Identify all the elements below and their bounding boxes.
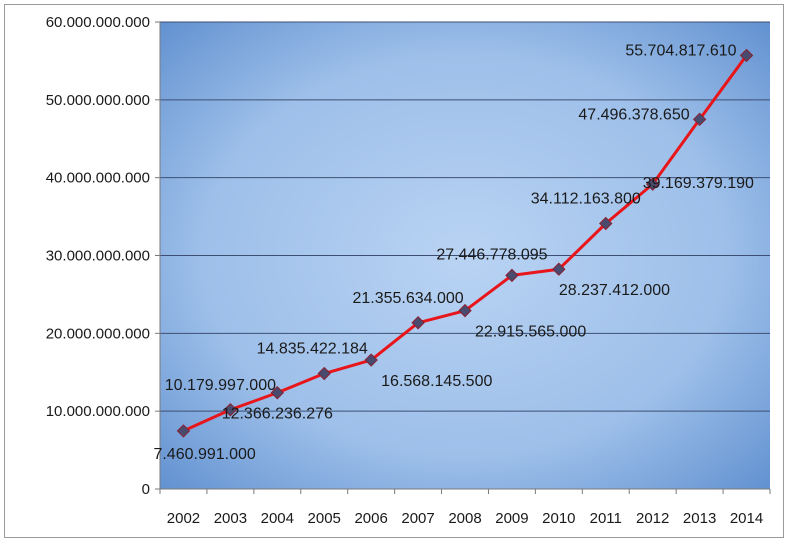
gridlines (160, 21, 770, 412)
x-tick-label: 2005 (308, 510, 341, 527)
x-tick-label: 2014 (730, 510, 763, 527)
y-tick-label: 30.000.000.000 (46, 248, 150, 265)
axes (155, 21, 771, 494)
data-label-2007: 21.355.634.000 (352, 290, 463, 307)
x-tick-label: 2012 (636, 510, 669, 527)
data-label-2002: 7.460.991.000 (153, 446, 255, 463)
x-tick-labels: 2002 2003 2004 2005 2006 2007 2008 2009 2010 2011… (167, 510, 763, 527)
data-point-2005 (317, 366, 331, 381)
data-label-2010: 28.237.412.000 (559, 282, 670, 299)
data-labels: 7.460.991.000 10.179.997.000 12.366.236.27… (153, 42, 754, 462)
data-point-2009 (505, 268, 519, 283)
x-tick-label: 2010 (542, 510, 575, 527)
y-tick-label: 40.000.000.000 (46, 170, 150, 187)
x-tick-label: 2011 (590, 510, 622, 527)
data-label-2008: 22.915.565.000 (475, 324, 586, 341)
data-label-2013: 47.496.378.650 (578, 106, 689, 123)
y-tick-label: 50.000.000.000 (46, 92, 150, 109)
data-point-2007 (411, 316, 425, 330)
data-point-2008 (458, 303, 472, 318)
y-tick-label: 0 (142, 481, 150, 498)
data-label-2004: 12.366.236.276 (222, 406, 333, 423)
data-label-2006: 16.568.145.500 (381, 373, 492, 390)
data-label-2009: 27.446.778.095 (436, 246, 547, 263)
data-point-2002 (176, 424, 191, 438)
x-tick-label: 2004 (261, 510, 294, 527)
data-point-2010 (552, 262, 566, 276)
series-markers (176, 48, 754, 438)
x-tick-label: 2009 (495, 510, 528, 527)
y-tick-label: 60.000.000.000 (46, 14, 150, 31)
data-label-2011: 34.112.163.800 (531, 190, 641, 207)
data-point-2004 (270, 386, 285, 400)
x-tick-label: 2008 (448, 510, 481, 527)
data-point-2006 (364, 353, 378, 367)
y-tick-labels: 0 10.000.000.000 20.000.000.000 30.000.000.… (46, 14, 150, 498)
data-point-2013 (692, 112, 707, 127)
x-tick-label: 2002 (167, 510, 200, 527)
y-tick-label: 20.000.000.000 (46, 325, 150, 342)
data-point-2012 (645, 177, 660, 191)
data-label-2005: 14.835.422.184 (257, 341, 368, 358)
data-label-2014: 55.704.817.610 (625, 42, 736, 59)
y-tick-label: 10.000.000.000 (46, 403, 150, 420)
data-point-2011 (599, 216, 613, 231)
data-label-2003: 10.179.997.000 (165, 377, 276, 394)
data-point-2014 (739, 48, 754, 63)
data-point-2003 (223, 403, 238, 417)
x-tick-label: 2006 (354, 510, 387, 527)
data-label-2012: 39.169.379.190 (643, 175, 754, 192)
x-tick-label: 2003 (214, 510, 247, 527)
x-tick-label: 2007 (401, 510, 434, 527)
x-tick-label: 2013 (683, 510, 716, 527)
